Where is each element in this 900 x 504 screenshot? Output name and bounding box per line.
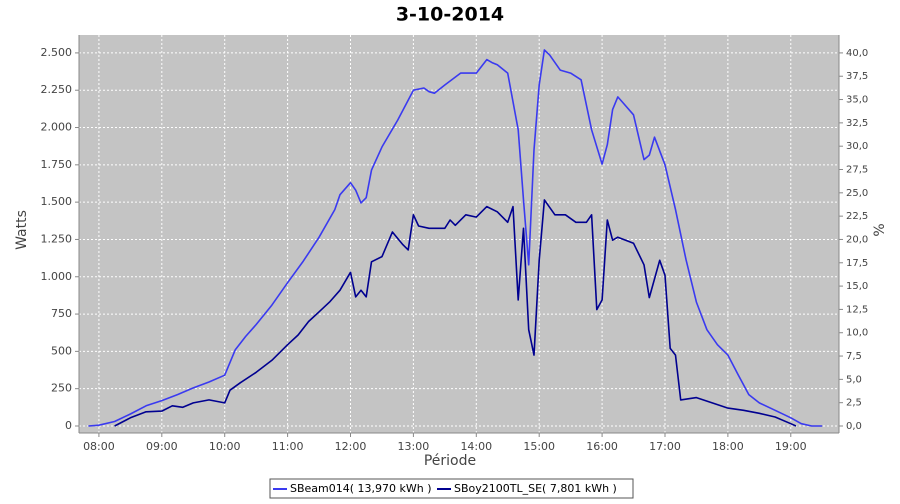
y-tick-label: 750 xyxy=(51,307,72,320)
series-line xyxy=(88,49,823,427)
plot-area xyxy=(79,35,839,433)
x-tick-label: 17:00 xyxy=(649,440,681,453)
y2-tick-label: 27,5 xyxy=(846,165,868,176)
x-axis-label: Période xyxy=(424,453,476,469)
y2-tick-label: 12,5 xyxy=(846,304,868,315)
y2-tick-label: 7,5 xyxy=(846,351,862,362)
y-tick-label: 0 xyxy=(65,419,72,432)
y-tick-label: 250 xyxy=(51,382,72,395)
y2-tick-label: 22,5 xyxy=(846,211,868,222)
x-tick-label: 11:00 xyxy=(272,440,304,453)
y2-tick-label: 32,5 xyxy=(846,118,868,129)
y-tick-label: 1.000 xyxy=(41,270,73,283)
y2-tick-label: 0,0 xyxy=(846,421,862,432)
y2-tick-label: 15,0 xyxy=(846,281,868,292)
x-tick-label: 08:00 xyxy=(83,440,115,453)
y2-tick-label: 35,0 xyxy=(846,95,868,106)
y-tick-label: 500 xyxy=(51,344,72,357)
legend-label: SBoy2100TL_SE( 7,801 kWh ) xyxy=(454,482,617,495)
y-tick-label: 2.500 xyxy=(41,46,73,59)
y2-tick-label: 2,5 xyxy=(846,398,862,409)
x-tick-label: 18:00 xyxy=(712,440,744,453)
y2-tick-label: 30,0 xyxy=(846,141,868,152)
chart-title: 3-10-2014 xyxy=(396,4,504,26)
y2-tick-label: 37,5 xyxy=(846,71,868,82)
x-tick-label: 19:00 xyxy=(775,440,807,453)
y2-tick-label: 40,0 xyxy=(846,48,868,59)
x-tick-label: 15:00 xyxy=(523,440,555,453)
x-tick-label: 09:00 xyxy=(146,440,178,453)
y2-tick-label: 17,5 xyxy=(846,258,868,269)
x-tick-label: 16:00 xyxy=(586,440,618,453)
y-tick-label: 2.250 xyxy=(41,83,73,96)
y-tick-label: 1.250 xyxy=(41,232,73,245)
y-tick-label: 1.500 xyxy=(41,195,73,208)
y-tick-label: 1.750 xyxy=(41,158,73,171)
y-tick-label: 2.000 xyxy=(41,121,73,134)
y2-tick-label: 5,0 xyxy=(846,374,862,385)
y2-tick-label: 25,0 xyxy=(846,188,868,199)
x-tick-label: 13:00 xyxy=(398,440,430,453)
x-tick-label: 10:00 xyxy=(209,440,241,453)
legend-label: SBeam014( 13,970 kWh ) xyxy=(290,482,432,495)
y2-axis-label: % xyxy=(872,223,888,236)
x-tick-label: 14:00 xyxy=(460,440,492,453)
y-axis-label: Watts xyxy=(14,210,30,250)
y2-tick-label: 10,0 xyxy=(846,328,868,339)
x-tick-label: 12:00 xyxy=(335,440,367,453)
y2-tick-label: 20,0 xyxy=(846,234,868,245)
legend-box xyxy=(269,478,634,499)
series-line xyxy=(114,199,797,427)
